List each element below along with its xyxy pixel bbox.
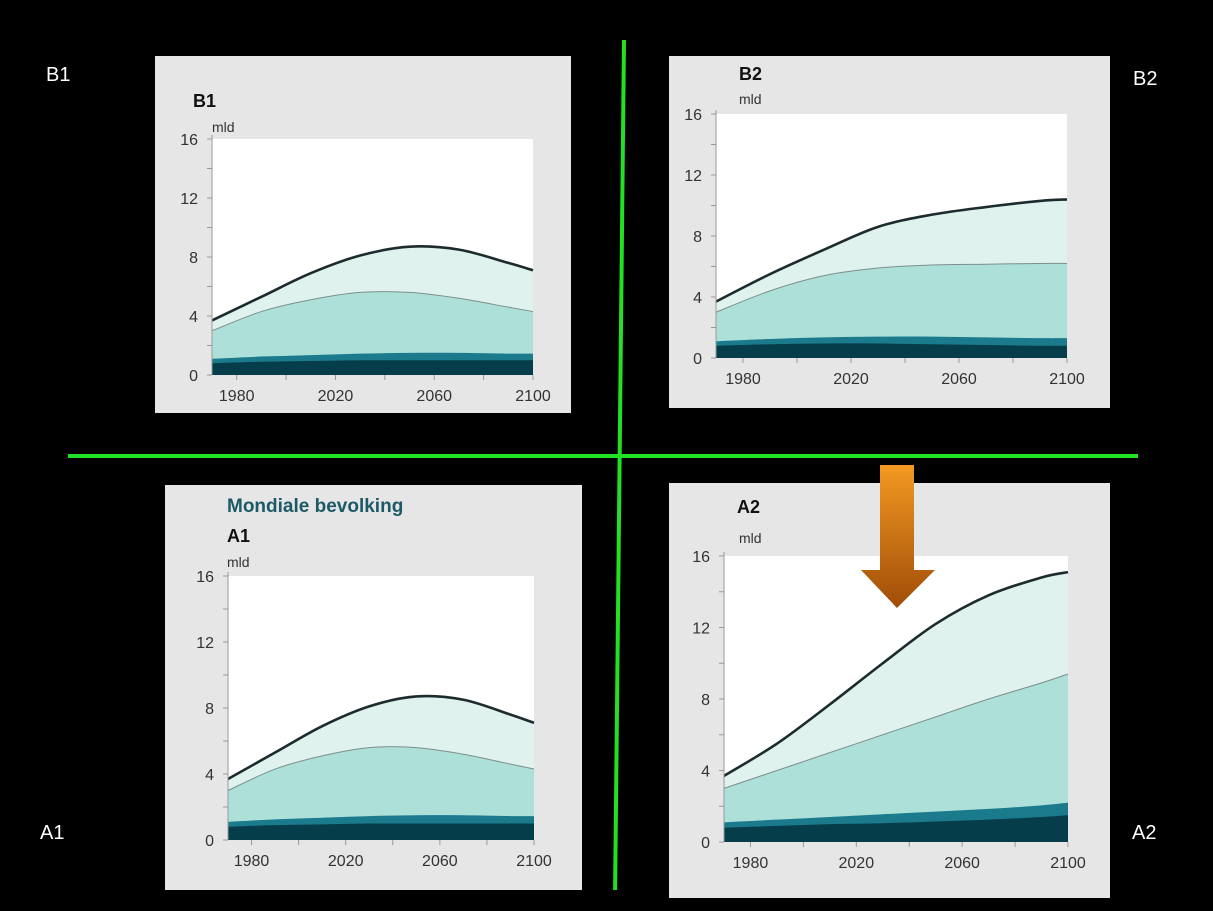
horizontal-divider xyxy=(68,454,1138,458)
y-tick-label: 12 xyxy=(692,621,710,638)
band-boundary-line xyxy=(715,262,1068,313)
chart-svg: B2 mld 0 4 8 12 16 1980 2020 2060 2100 xyxy=(684,64,1085,388)
area-band-1 xyxy=(724,815,1068,842)
quadrant-label-a2: A2 xyxy=(1132,822,1157,844)
y-unit-label: mld xyxy=(227,554,250,570)
x-tick-label: 1980 xyxy=(733,855,769,872)
y-tick-label: 16 xyxy=(196,569,214,586)
x-tick-label: 2020 xyxy=(833,371,869,388)
y-tick-label: 8 xyxy=(205,701,214,718)
chart-title: B2 xyxy=(739,64,762,84)
y-tick-label: 4 xyxy=(205,767,214,784)
area-band-1 xyxy=(228,823,534,840)
band-boundary-line xyxy=(227,746,535,791)
quadrant-label-b1: B1 xyxy=(46,64,71,86)
band-boundary-line xyxy=(211,291,534,332)
chart-svg: B1 mld 0 4 8 12 16 1980 2020 2060 2100 xyxy=(180,91,551,405)
x-tick-label: 2020 xyxy=(318,388,354,405)
y-tick-label: 4 xyxy=(189,309,198,326)
y-tick-label: 8 xyxy=(701,692,710,709)
quadrant-label-a1: A1 xyxy=(40,822,65,844)
y-tick-label: 12 xyxy=(684,168,702,185)
y-tick-label: 16 xyxy=(684,107,702,124)
y-tick-label: 16 xyxy=(180,132,198,149)
total-line xyxy=(715,198,1068,303)
y-unit-label: mld xyxy=(739,530,762,546)
x-tick-label: 2100 xyxy=(1050,855,1086,872)
chart-title: B1 xyxy=(193,91,216,111)
y-tick-label: 0 xyxy=(189,368,198,385)
total-line xyxy=(227,694,535,781)
chart-panel-a1: Mondiale bevolking A1 mld 0 4 8 12 16 1980 2020 20… xyxy=(165,485,582,890)
y-tick-label: 16 xyxy=(692,549,710,566)
y-unit-label: mld xyxy=(212,119,235,135)
x-tick-label: 2060 xyxy=(422,853,458,870)
x-tick-label: 2060 xyxy=(944,855,980,872)
y-unit-label: mld xyxy=(739,91,762,107)
y-tick-label: 0 xyxy=(693,351,702,368)
y-tick-label: 4 xyxy=(701,764,710,781)
area-band-1 xyxy=(716,343,1067,358)
band-boundary-line xyxy=(723,673,1069,789)
quadrant-label-b2: B2 xyxy=(1133,68,1158,90)
x-tick-label: 2020 xyxy=(328,853,364,870)
total-line xyxy=(211,245,534,322)
x-tick-label: 2060 xyxy=(416,388,452,405)
area-band-3 xyxy=(716,263,1067,358)
x-tick-label: 1980 xyxy=(234,853,270,870)
total-line xyxy=(723,570,1069,777)
down-arrow-shape xyxy=(861,465,935,608)
y-tick-label: 4 xyxy=(693,290,702,307)
x-tick-label: 2100 xyxy=(515,388,551,405)
y-tick-label: 0 xyxy=(701,835,710,852)
area-band-3 xyxy=(724,673,1068,842)
y-tick-label: 12 xyxy=(180,191,198,208)
y-tick-label: 0 xyxy=(205,833,214,850)
x-tick-label: 1980 xyxy=(219,388,255,405)
x-tick-label: 2060 xyxy=(941,371,977,388)
chart-svg: Mondiale bevolking A1 mld 0 4 8 12 16 1980 2020 20… xyxy=(196,496,552,870)
x-tick-label: 1980 xyxy=(725,371,761,388)
vertical-divider xyxy=(613,40,626,890)
x-tick-label: 2020 xyxy=(839,855,875,872)
y-tick-label: 12 xyxy=(196,635,214,652)
chart-title: A2 xyxy=(737,497,760,517)
down-arrow-icon xyxy=(861,465,935,608)
chart-panel-b1: B1 mld 0 4 8 12 16 1980 2020 2060 2100 xyxy=(155,56,571,413)
chart-panel-b2: B2 mld 0 4 8 12 16 1980 2020 2060 2100 xyxy=(669,56,1110,408)
y-tick-label: 8 xyxy=(693,229,702,246)
area-band-1 xyxy=(212,360,533,375)
y-tick-label: 8 xyxy=(189,250,198,267)
chart-header: Mondiale bevolking xyxy=(227,496,403,517)
chart-title: A1 xyxy=(227,526,250,546)
x-tick-label: 2100 xyxy=(1049,371,1085,388)
x-tick-label: 2100 xyxy=(516,853,552,870)
